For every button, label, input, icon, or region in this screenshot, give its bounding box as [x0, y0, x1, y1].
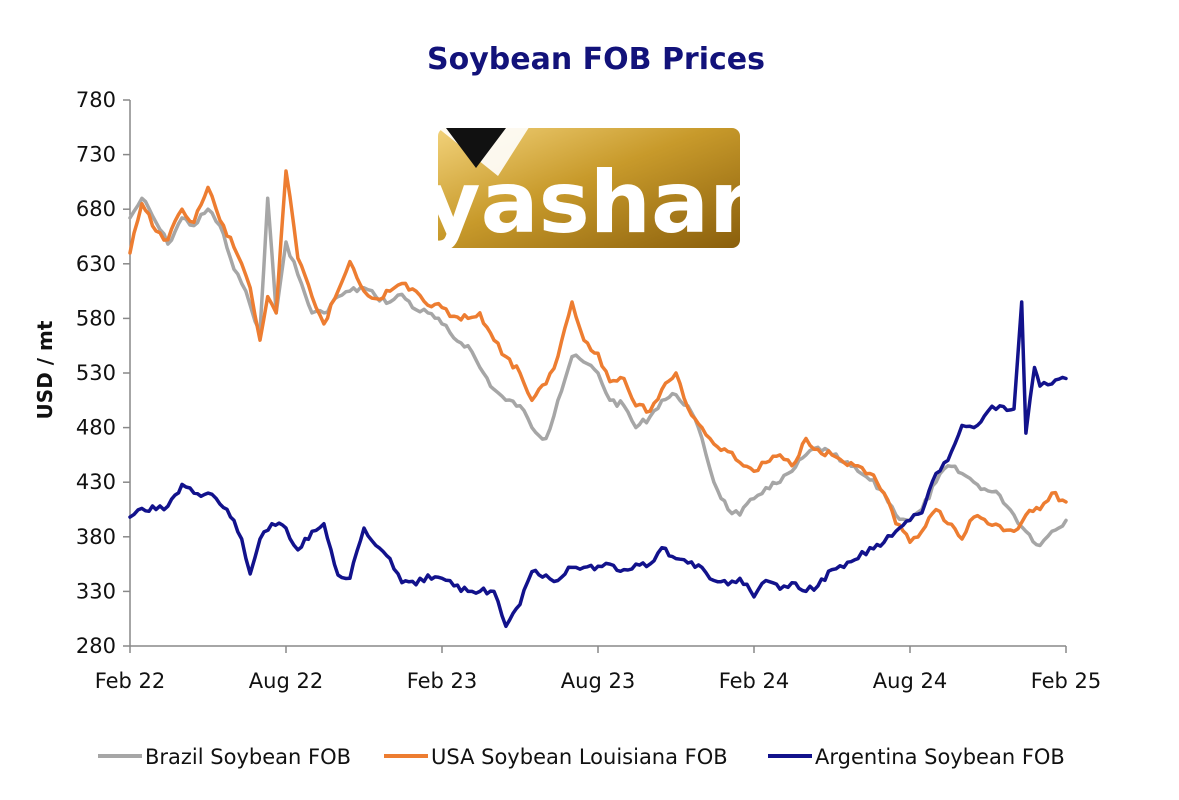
x-tick-label: Aug 23 — [561, 669, 635, 693]
y-tick-label: 780 — [76, 88, 116, 112]
y-tick-label: 330 — [76, 579, 116, 603]
x-tick-label: Aug 24 — [873, 669, 947, 693]
x-tick-label: Feb 23 — [407, 669, 478, 693]
y-tick-label: 680 — [76, 197, 116, 221]
series-line-2 — [128, 169, 1068, 545]
y-tick-label: 580 — [76, 306, 116, 330]
legend: Brazil Soybean FOB USA Soybean Louisiana … — [98, 745, 1065, 769]
logo-gold-plate — [438, 128, 740, 248]
series-line-3 — [128, 300, 1068, 629]
y-tick-label: 430 — [76, 470, 116, 494]
y-tick-label: 530 — [76, 361, 116, 385]
chart-title: Soybean FOB Prices — [427, 42, 765, 77]
logo-triangle-shape — [446, 128, 506, 168]
y-tick-label: 630 — [76, 252, 116, 276]
y-tick-label: 380 — [76, 525, 116, 549]
y-tick-label: 480 — [76, 416, 116, 440]
x-axis-ticks: Feb 22 Aug 22 Feb 23 Aug 23 Feb 24 Aug 24 Feb … — [95, 646, 1102, 693]
x-tick-label: Feb 25 — [1031, 669, 1102, 693]
legend-label-1: Brazil Soybean FOB — [145, 745, 351, 769]
legend-label-3: Argentina Soybean FOB — [815, 745, 1065, 769]
logo-wordmark: yashar — [425, 153, 753, 253]
x-tick-label: Feb 22 — [95, 669, 166, 693]
y-tick-label: 730 — [76, 143, 116, 167]
legend-label-2: USA Soybean Louisiana FOB — [431, 745, 728, 769]
yashar-logo: yashar — [425, 110, 753, 253]
y-axis-ticks: 280 330 380 430 480 530 580 630 680 730 780 — [76, 88, 130, 658]
y-axis-label: USD / mt — [33, 320, 57, 419]
y-tick-label: 280 — [76, 634, 116, 658]
series-layer — [128, 169, 1068, 629]
x-tick-label: Feb 24 — [719, 669, 790, 693]
x-tick-label: Aug 22 — [249, 669, 323, 693]
